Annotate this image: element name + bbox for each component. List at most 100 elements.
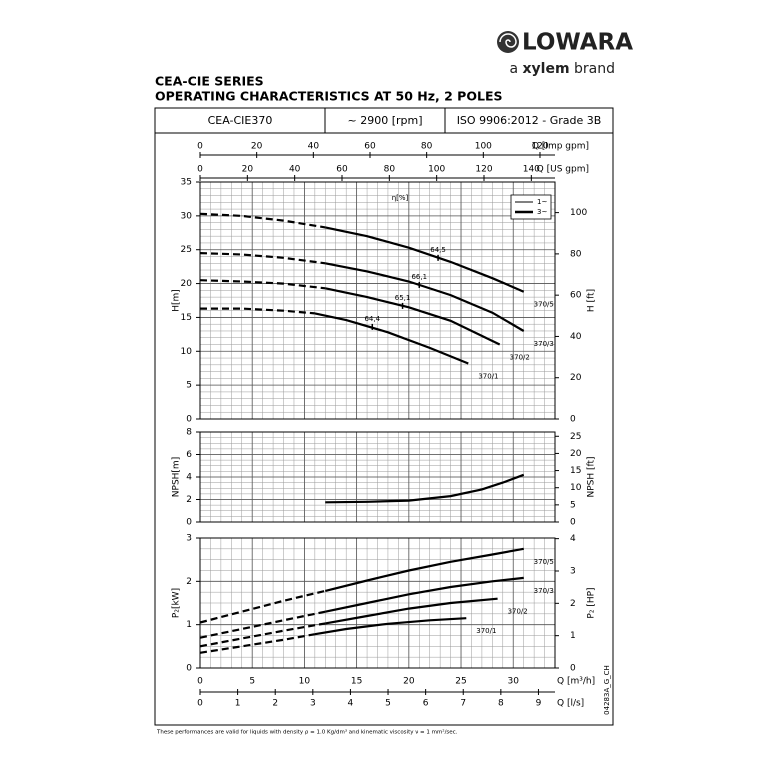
- y2-tick-label: 25: [570, 432, 581, 442]
- x-axis-label: Q [m³/h]: [557, 677, 595, 687]
- y2-tick-label: 10: [570, 483, 582, 493]
- curve: [325, 473, 525, 504]
- y2-tick-label: 0: [570, 518, 576, 528]
- series-label: 370/5: [534, 301, 554, 309]
- y2-tick-label: 2: [570, 599, 576, 609]
- top-tick-label: 20: [242, 165, 254, 175]
- tagline-suffix: brand: [574, 61, 615, 77]
- bottom-tick-label: 3: [310, 699, 316, 709]
- x-tick-label: 25: [455, 677, 466, 687]
- bottom-tick-label: 8: [498, 699, 504, 709]
- series-label: 370/3: [534, 587, 554, 595]
- top-tick-label: 60: [336, 165, 348, 175]
- efficiency-value: 64,4: [364, 315, 380, 323]
- bottom-tick-label: 1: [235, 699, 241, 709]
- plot-frame: [199, 181, 556, 420]
- y2-axis-label: H [ft]: [587, 289, 597, 312]
- top-tick-label: 0: [197, 165, 203, 175]
- y2-tick-label: 15: [570, 466, 581, 476]
- y-tick-label: 2: [186, 577, 192, 587]
- bottom-axis-label: Q [l/s]: [557, 699, 584, 709]
- y2-axis-label: NPSH [ft]: [587, 456, 597, 497]
- y2-tick-label: 80: [570, 249, 582, 259]
- efficiency-value: 65,1: [395, 294, 411, 302]
- x-tick-label: 5: [249, 677, 255, 687]
- bottom-tick-label: 7: [460, 699, 466, 709]
- y-tick-label: 35: [181, 178, 192, 188]
- curve-dashed: [199, 252, 326, 265]
- y-tick-label: 3: [186, 534, 192, 544]
- y-tick-label: 8: [186, 428, 192, 438]
- y2-axis-label: P₂ [HP]: [587, 587, 597, 618]
- title-line: CEA-CIE SERIES: [155, 74, 264, 89]
- y-axis-label: NPSH[m]: [172, 457, 182, 497]
- series-label: 370/1: [476, 627, 496, 635]
- y-tick-label: 0: [186, 415, 192, 425]
- y2-tick-label: 60: [570, 291, 582, 301]
- y-tick-label: 6: [186, 450, 192, 460]
- top-tick-label: 120: [475, 165, 492, 175]
- y2-tick-label: 4: [570, 534, 576, 544]
- legend-box: [510, 194, 552, 220]
- curve-dashed: [200, 307, 315, 315]
- y-tick-label: 25: [181, 245, 192, 255]
- y2-tick-label: 100: [570, 208, 587, 218]
- bottom-tick-label: 2: [272, 699, 278, 709]
- curve-dashed: [199, 212, 326, 229]
- y2-tick-label: 0: [570, 415, 576, 425]
- top-tick-label: 120: [531, 142, 548, 152]
- curve: [314, 312, 469, 365]
- curve: [325, 576, 524, 613]
- y2-tick-label: 3: [570, 566, 576, 576]
- frame: [154, 107, 614, 726]
- top-axis-label: Q [Imp gpm]: [532, 142, 589, 152]
- y2-tick-label: 5: [570, 500, 576, 510]
- bottom-tick-label: 6: [423, 699, 429, 709]
- title-line: OPERATING CHARACTERISTICS AT 50 Hz, 2 PO…: [155, 89, 502, 104]
- bottom-tick-label: 5: [385, 699, 391, 709]
- y2-tick-label: 1: [570, 631, 576, 641]
- bottom-tick-label: 4: [348, 699, 354, 709]
- top-tick-label: 100: [428, 165, 445, 175]
- tagline-prefix: a: [509, 61, 518, 77]
- series-label: 370/2: [508, 608, 528, 616]
- y-tick-label: 10: [181, 347, 193, 357]
- top-tick-label: 100: [475, 142, 492, 152]
- curve-dashed: [199, 279, 326, 290]
- top-tick-label: 60: [364, 142, 376, 152]
- top-tick-label: 140: [523, 165, 540, 175]
- bottom-tick-label: 9: [536, 699, 542, 709]
- top-tick-label: 40: [289, 165, 301, 175]
- y2-tick-label: 20: [570, 449, 582, 459]
- curve: [325, 287, 501, 346]
- logo-name: LOWARA: [522, 30, 633, 56]
- legend-label: 1~: [537, 198, 547, 206]
- y2-tick-label: 0: [570, 664, 576, 674]
- top-tick-label: 40: [308, 142, 320, 152]
- tagline-brand: xylem: [523, 61, 570, 77]
- top-axis-label: Q [US gpm]: [537, 165, 589, 175]
- y2-tick-label: 40: [570, 332, 582, 342]
- plot-frame: [199, 537, 556, 669]
- x-tick-label: 0: [197, 677, 203, 687]
- curve-dashed: [199, 633, 316, 654]
- x-tick-label: 20: [403, 677, 415, 687]
- y-tick-label: 20: [181, 279, 193, 289]
- header-cell: CEA-CIE370: [208, 114, 273, 127]
- footnote: These performances are valid for liquids…: [156, 729, 458, 736]
- curve: [325, 597, 498, 625]
- y-axis-label: H[m]: [172, 289, 182, 312]
- bottom-tick-label: 0: [197, 699, 203, 709]
- top-tick-label: 20: [251, 142, 263, 152]
- y-tick-label: 0: [186, 664, 192, 674]
- header-cell: ~ 2900 [rpm]: [347, 114, 422, 127]
- x-tick-label: 30: [508, 677, 520, 687]
- top-tick-label: 0: [197, 142, 203, 152]
- y-tick-label: 5: [186, 381, 192, 391]
- y-axis-label: P₂[kW]: [172, 588, 182, 618]
- curve: [314, 617, 467, 636]
- y-tick-label: 4: [186, 473, 192, 483]
- logo-tagline: a xylem brand: [509, 61, 615, 77]
- efficiency-value: 64,5: [430, 246, 446, 254]
